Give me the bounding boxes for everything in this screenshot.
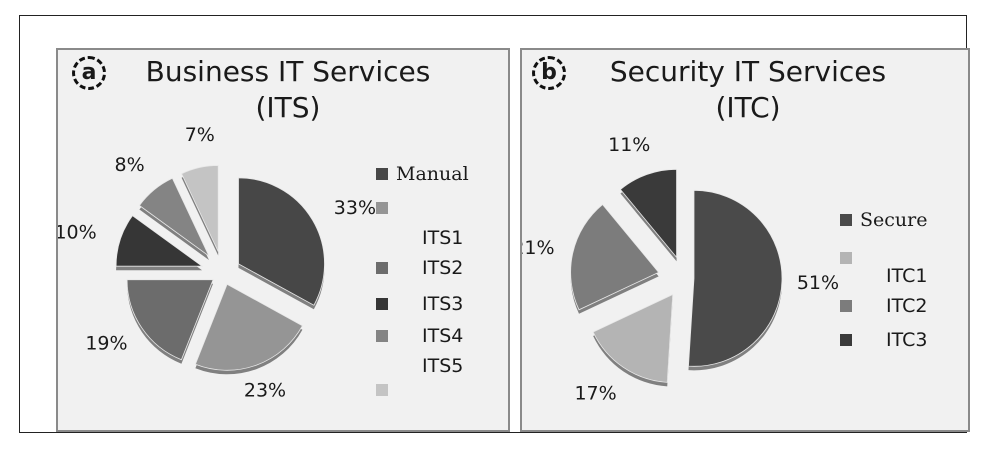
pie-slice-21pct [570,203,660,311]
pie-slice-19pct [126,279,214,361]
pie-slice-17pct [592,293,674,383]
chart-title-itc-line1: Security IT Services [609,55,887,88]
chart-title-its-line1: Business IT Services [145,55,431,88]
chart-panel-its: a Business IT Services (ITS) 33% 23% 19% 10… [56,48,510,432]
legend-label: ITC2 [886,295,928,317]
pie-slice-11pct [619,168,677,259]
pie-chart-its: 33% 23% 19% 10% 8% 7% [58,124,376,402]
chart-title-itc: Security IT Services (ITC) [578,54,918,126]
legend-label: ITS4 [422,325,464,347]
figure-frame: a Business IT Services (ITS) 33% 23% 19% 10… [19,15,970,433]
legend-swatch [840,214,852,226]
pie-data-label: 19% [85,333,127,355]
pie-data-label: 8% [115,154,145,176]
pie-data-label: 23% [244,380,286,402]
legend-label: ITS5 [422,355,464,377]
pie-slice-23pct [194,283,303,371]
pie-chart-itc: 51% 17% 21% 11% [522,134,839,404]
legend-swatch [840,334,852,346]
legend-swatch [376,298,388,310]
legend-swatch [376,384,388,396]
chart-title-its-line2: (ITS) [255,91,321,124]
legend-label: ITC1 [886,265,928,287]
legend-label: ITS1 [422,227,464,249]
panel-badge-a: a [72,56,106,90]
pie-data-label: 21% [522,237,555,259]
chart-title-its: Business IT Services (ITS) [118,54,458,126]
chart-panel-itc: b Security IT Services (ITC) 51% 17% 21% 11… [520,48,970,432]
legend-swatch [376,330,388,342]
pie-data-label: 51% [797,272,839,294]
legend-swatch [376,262,388,274]
legend-swatch [840,300,852,312]
pie-slice-8pct [138,177,210,257]
legend-label: ITS3 [422,293,464,315]
legend-swatch [840,252,852,264]
legend-swatch [376,202,388,214]
pie-data-label: 17% [574,382,616,404]
pie-slice-33pct [238,177,325,306]
pie-data-label: 11% [608,134,650,156]
pie-data-label: 33% [334,197,376,219]
pie-data-label: 10% [58,222,97,244]
legend-label: Secure [860,209,928,231]
pie-slice-51pct [688,189,783,367]
pie-slice-7pct [181,165,219,252]
legend-label: ITS2 [422,257,464,279]
panel-badge-b: b [532,56,566,90]
legend-swatch [376,168,388,180]
legend-label: ITC3 [886,329,928,351]
pie-data-label: 7% [185,124,215,146]
legend-label: Manual [396,163,469,185]
chart-title-itc-line2: (ITC) [715,91,781,124]
pie-slice-10pct [115,215,204,267]
